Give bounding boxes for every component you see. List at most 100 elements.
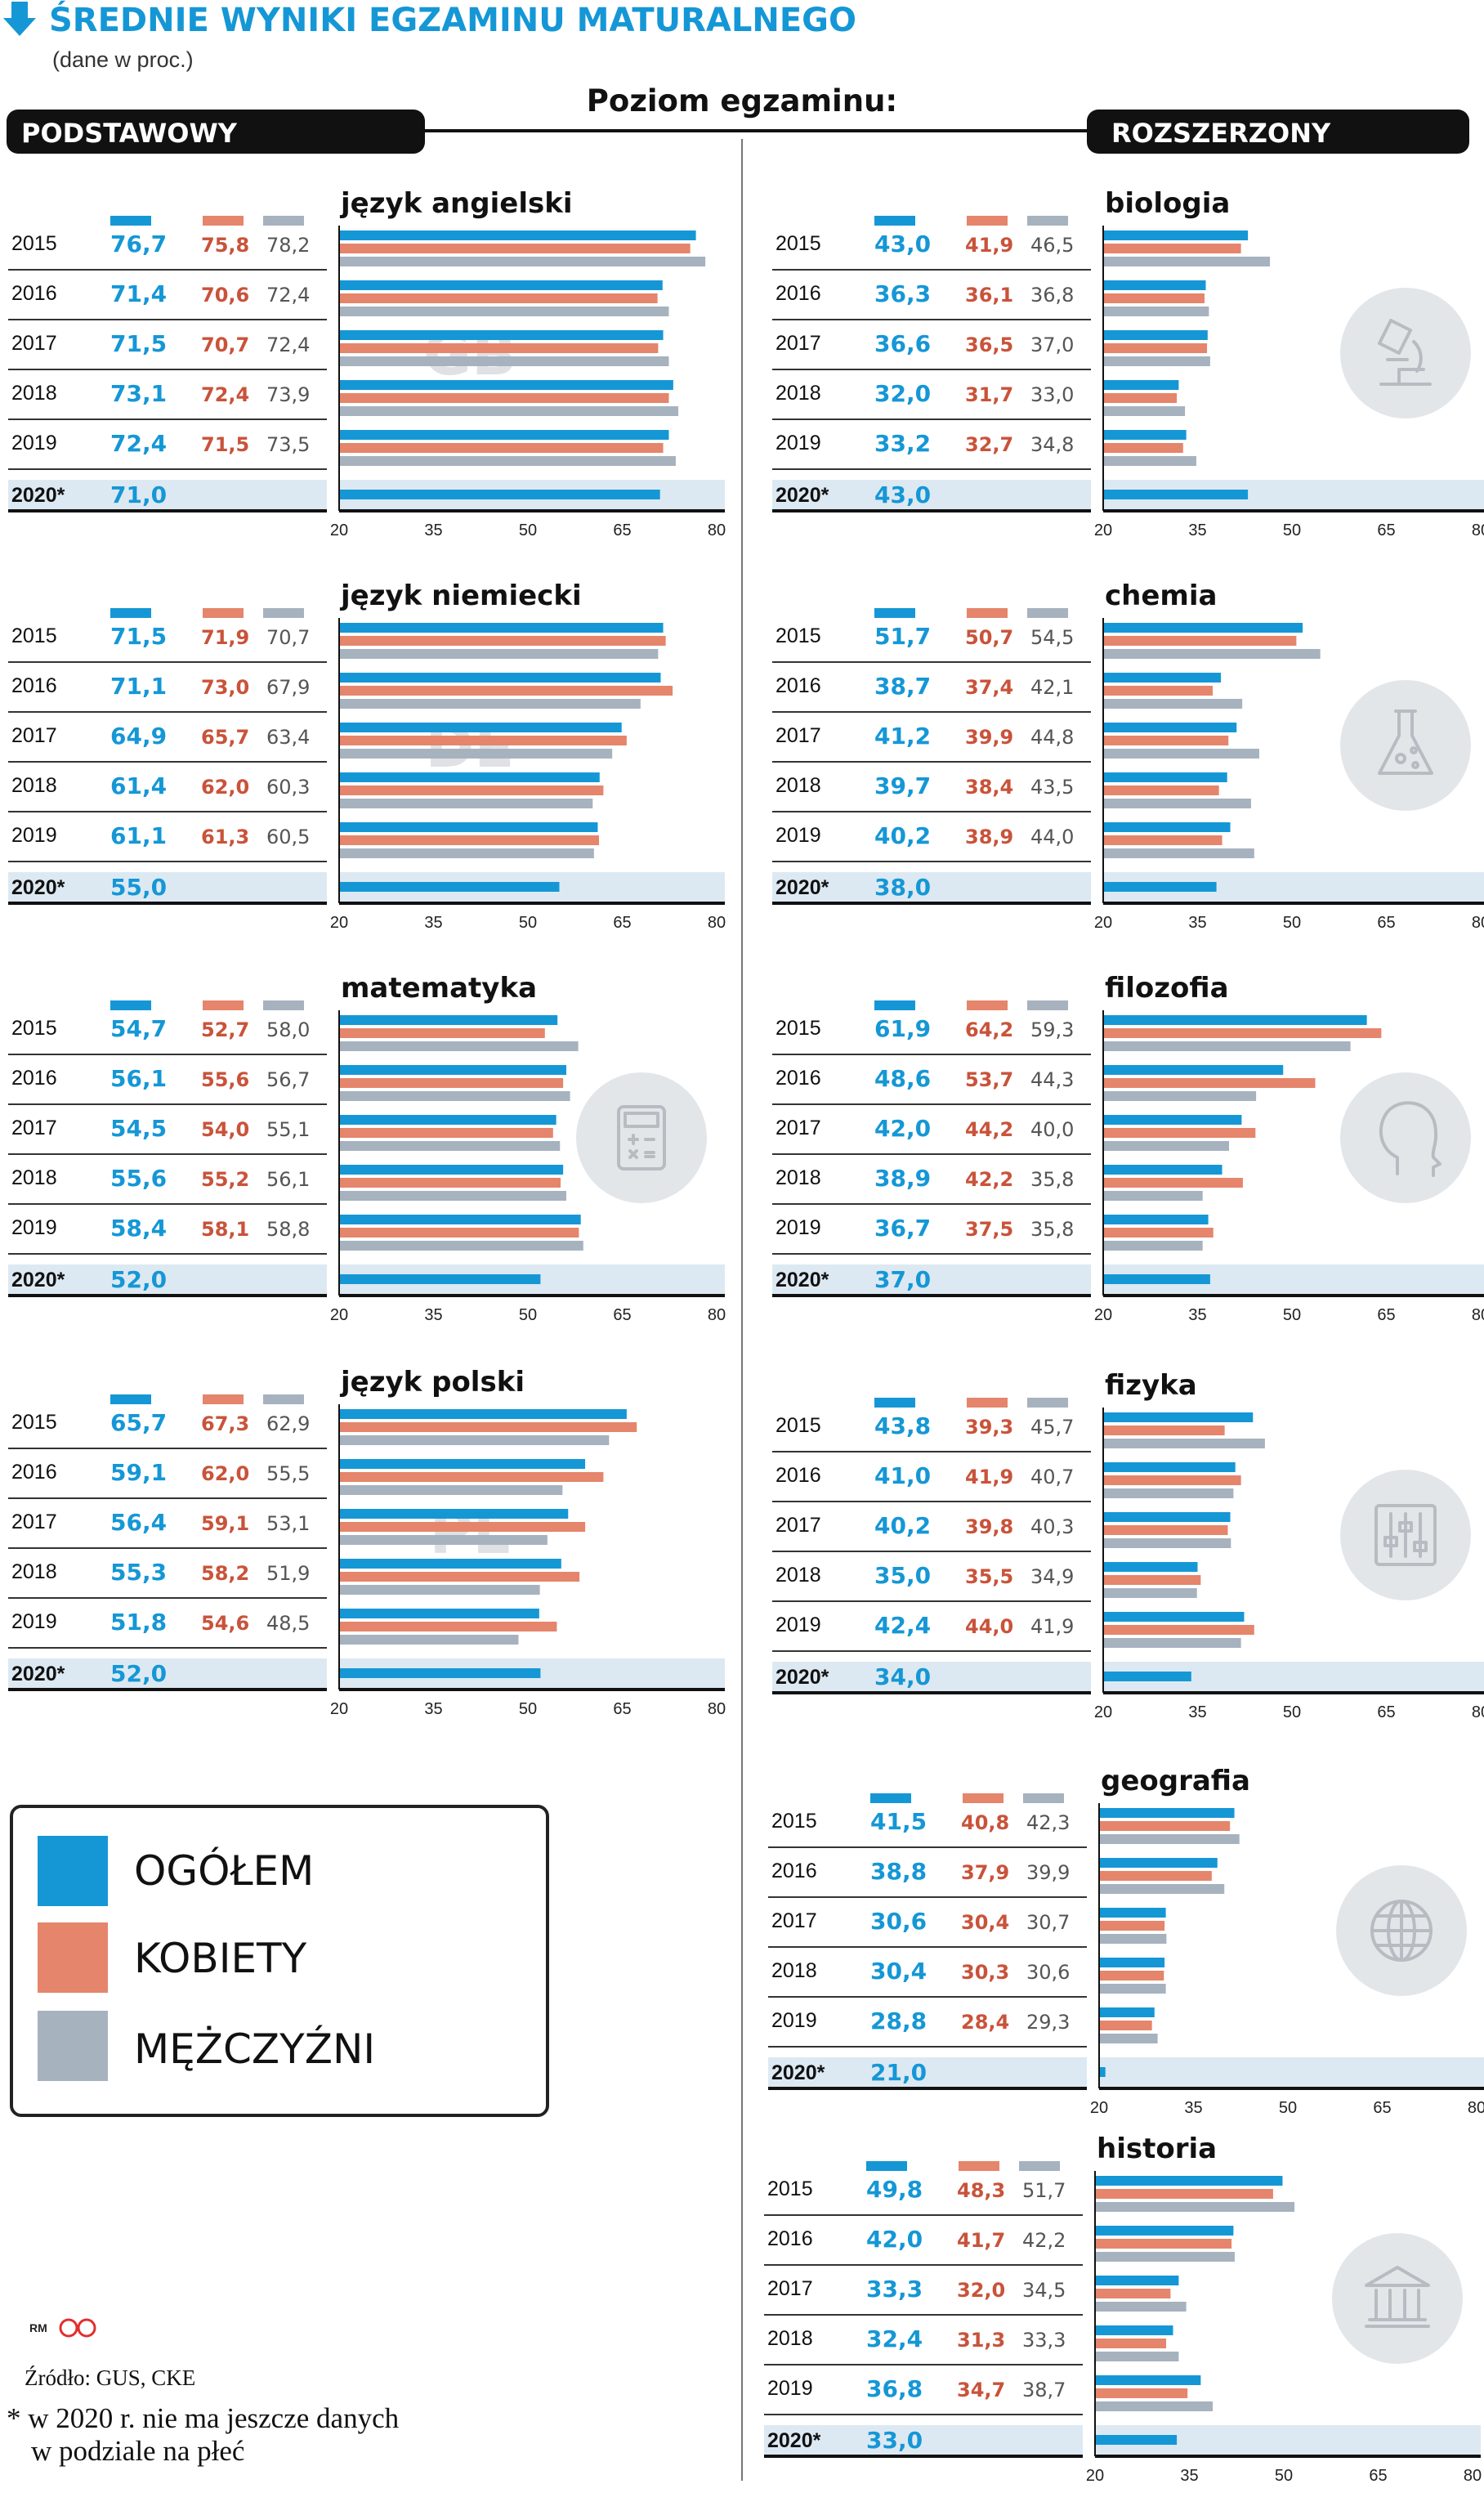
bar-ogolem (339, 1459, 586, 1469)
column-header-swatch-mezczyzni (1027, 1000, 1068, 1010)
icon-circle (576, 1072, 707, 1203)
bar-ogolem (1095, 2435, 1178, 2445)
axis-tick-label: 80 (1472, 914, 1484, 932)
bar-ogolem (1095, 2276, 1179, 2285)
value-kobiety: 62,0 (201, 1462, 249, 1485)
exam-level-label: Poziom egzaminu: (587, 83, 897, 119)
bar-kobiety (1103, 686, 1213, 696)
value-mezczyzni: 63,4 (266, 726, 310, 749)
table-row: 2017 42,0 44,2 40,0 (772, 1115, 1256, 1155)
column-header-swatch-mezczyzni (263, 608, 304, 618)
bar-kobiety (1095, 2289, 1171, 2298)
value-ogolem: 35,0 (874, 1562, 931, 1589)
value-kobiety: 35,5 (965, 1565, 1013, 1588)
bar-kobiety (339, 293, 658, 303)
bar-kobiety (1103, 1525, 1228, 1535)
year-label: 2016 (767, 2227, 813, 2250)
bar-kobiety (339, 736, 627, 745)
table-row: 2017 54,5 54,0 55,1 (8, 1115, 561, 1155)
table-row: 2019 72,4 71,5 73,5 (8, 430, 676, 470)
extended-level-label: ROZSZERZONY (1111, 118, 1331, 149)
table-row: 2017 41,2 39,9 44,8 (772, 723, 1259, 763)
bar-mezczyzni (1095, 2302, 1187, 2312)
bar-mezczyzni (339, 1485, 563, 1495)
table-row: 2017 56,4 59,1 53,1 (8, 1509, 586, 1549)
value-ogolem: 41,5 (870, 1808, 927, 1835)
footnote-line-2: w podziale na płeć (31, 2435, 244, 2467)
bar-kobiety (1103, 1475, 1241, 1485)
value-mezczyzni: 54,5 (1030, 626, 1074, 649)
column-header-swatch-ogolem (874, 608, 915, 618)
icon-circle (1340, 288, 1471, 418)
basic-level-pill (7, 110, 425, 154)
column-header-swatch-mezczyzni (1023, 1793, 1064, 1803)
value-mezczyzni: 43,5 (1030, 776, 1074, 799)
bar-kobiety (339, 393, 669, 403)
year-label: 2018 (11, 1560, 57, 1583)
axis-tick-label: 65 (613, 1700, 631, 1718)
column-header-swatch-kobiety (203, 1394, 244, 1404)
bar-kobiety (1099, 2021, 1152, 2030)
table-row: 2017 64,9 65,7 63,4 (8, 723, 627, 763)
axis-tick-label: 65 (1377, 1703, 1395, 1721)
value-ogolem: 38,0 (874, 874, 931, 901)
value-ogolem: 54,7 (110, 1015, 167, 1042)
table-row: 2018 61,4 62,0 60,3 (8, 772, 604, 812)
year-label: 2017 (767, 2277, 813, 2300)
value-ogolem: 33,0 (866, 2427, 923, 2454)
bar-ogolem (1103, 1274, 1210, 1284)
year-label: 2017 (776, 1514, 821, 1537)
value-ogolem: 49,8 (866, 2176, 923, 2203)
bar-mezczyzni (1103, 1538, 1231, 1548)
table-row: 2017 33,3 32,0 34,5 (764, 2276, 1187, 2316)
table-row: 2016 56,1 55,6 56,7 (8, 1065, 570, 1105)
value-kobiety: 30,3 (961, 1961, 1009, 1984)
value-kobiety: 32,0 (957, 2279, 1005, 2302)
value-ogolem: 61,9 (874, 1015, 931, 1042)
axis-tick-label: 50 (1283, 914, 1301, 932)
value-ogolem: 48,6 (874, 1065, 931, 1092)
value-ogolem: 36,8 (866, 2375, 923, 2402)
bar-ogolem (339, 882, 560, 892)
bar-mezczyzni (1095, 2352, 1179, 2361)
legend-swatch-kobiety (38, 1922, 108, 1993)
bar-kobiety (339, 686, 673, 696)
value-ogolem: 21,0 (870, 2059, 927, 2086)
bar-kobiety (1095, 2239, 1232, 2249)
column-header-swatch-mezczyzni (1027, 1398, 1068, 1408)
axis-tick-label: 35 (1188, 914, 1206, 932)
axis-tick-label: 20 (1094, 1306, 1112, 1324)
bar-kobiety (1103, 1228, 1214, 1238)
value-kobiety: 73,0 (201, 676, 249, 699)
bar-ogolem (339, 1274, 541, 1284)
bar-ogolem (1103, 490, 1249, 499)
publisher-logo-icon (59, 2318, 96, 2338)
bar-mezczyzni (1095, 2202, 1295, 2212)
column-header-swatch-kobiety (967, 608, 1008, 618)
bar-mezczyzni (339, 257, 706, 266)
table-row: 2020* 71,0 (8, 481, 660, 512)
bar-kobiety (339, 244, 691, 253)
year-label: 2017 (776, 724, 821, 747)
bar-ogolem (1103, 1562, 1198, 1572)
value-ogolem: 73,1 (110, 380, 167, 407)
value-ogolem: 54,5 (110, 1115, 167, 1142)
value-ogolem: 65,7 (110, 1409, 167, 1436)
value-mezczyzni: 60,3 (266, 776, 310, 799)
axis-tick-label: 20 (1086, 2467, 1104, 2485)
axis-tick-label: 80 (708, 1306, 726, 1324)
value-mezczyzni: 40,0 (1030, 1118, 1074, 1141)
value-kobiety: 54,0 (201, 1118, 249, 1141)
axis-tick-label: 50 (1283, 1306, 1301, 1324)
value-kobiety: 37,9 (961, 1861, 1009, 1884)
value-ogolem: 32,4 (866, 2325, 923, 2352)
column-header-swatch-ogolem (870, 1793, 911, 1803)
chart-matematyka: matematyka 2015 54,7 52,7 58,0 2016 56,1 55,6 56… (8, 972, 726, 1324)
bar-mezczyzni (1103, 1141, 1229, 1151)
bar-mezczyzni (339, 406, 679, 416)
bar-mezczyzni (339, 1091, 570, 1101)
value-ogolem: 37,0 (874, 1266, 931, 1293)
bar-ogolem (339, 1215, 581, 1224)
bar-mezczyzni (1103, 749, 1259, 759)
column-header-swatch-ogolem (110, 216, 151, 226)
